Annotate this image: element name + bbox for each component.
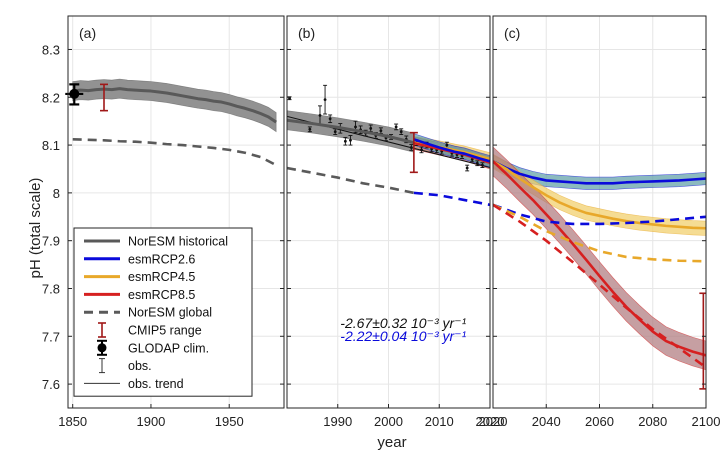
legend-label-1: esmRCP2.6 [128,252,195,266]
panel-b-obs-point-2 [318,114,322,117]
panel-c-rcp26-line [493,160,706,185]
panel-c-label: (c) [504,25,520,41]
legend-label-8: obs. trend [128,377,184,391]
ytick-label-0: 7.6 [42,377,60,392]
ytick-label-7: 8.3 [42,42,60,57]
ytick-label-3: 7.9 [42,234,60,249]
panel-a-glodap-marker [69,88,80,99]
panel-a-xtick-label-2: 1950 [215,414,244,429]
panel-b-rcp26_global-line [413,191,490,207]
panel-c-xtick-label-2: 2060 [585,414,614,429]
legend-label-0: NorESM historical [128,235,228,249]
ytick-label-1: 7.7 [42,329,60,344]
panel-b-data [287,84,490,207]
panel-c-xtick-label-3: 2080 [638,414,667,429]
panel-b-obs-point-12 [369,126,373,130]
panel-b-obs-point-1 [308,127,312,131]
panel-a-historical-band [72,78,277,133]
y-axis-label: pH (total scale) [27,178,44,279]
panel-a-xtick-label-0: 1850 [58,414,87,429]
panel-b-global-line [287,166,415,195]
panel-b-obs-point-27 [445,143,449,147]
panel-c-xtick-label-4: 2100 [692,414,721,429]
panel-b-historical-line [287,118,415,145]
legend-label-6: GLODAP clim. [128,341,209,355]
panel-b-trend-annotation-1: -2.22±0.04 10⁻³ yr⁻¹ [340,328,466,344]
ytick-label-6: 8.2 [42,90,60,105]
panel-c-rcp45_global-line [493,203,706,263]
panel-b-xtick-label-1: 2000 [374,414,403,429]
panel-a-frame [67,15,285,409]
panel-b-xtick-label-2: 2010 [425,414,454,429]
panel-c-data [493,146,706,390]
panel-b-obs-point-9 [354,125,357,129]
panel-b-obs-point-14 [379,129,383,133]
panel-a-data [72,78,278,167]
panel-c-xtick-label-1: 2040 [532,414,561,429]
panel-b-label: (b) [298,25,315,41]
panel-b-obs-point-7 [343,139,347,143]
panel-b-rcp26-line [413,138,490,163]
ytick-label-5: 8.1 [42,138,60,153]
panel-a-label: (a) [79,25,96,41]
panel-b-obs-point-22 [420,148,423,152]
panel-b-obs-point-3 [323,98,327,102]
panel-b-obs-point-17 [394,125,398,129]
panel-a-global-line [72,138,277,167]
ytick-label-2: 7.8 [42,281,60,296]
legend-label-5: CMIP5 range [128,324,202,338]
panel-b-obs-point-31 [465,166,469,170]
panel-c-rcp45-line [493,160,706,230]
panel-c-rcp26_global-line [493,203,706,226]
panel-c-xtick-label-0: 2020 [479,414,508,429]
legend-swatch-dot-6 [97,343,107,353]
ytick-label-4: 8 [53,186,60,201]
x-axis-label: year [377,434,406,451]
legend-label-2: esmRCP4.5 [128,270,195,284]
panel-b-obs-point-5 [333,130,337,134]
legend-label-4: NorESM global [128,306,212,320]
panel-b-xtick-label-0: 1990 [323,414,352,429]
panel-b-obs-point-18 [399,130,403,134]
panel-b-obs-point-34 [480,163,484,167]
panel-b-obs-point-32 [470,158,474,161]
panel-b-obs-point-33 [475,161,479,165]
panel-b-trend-annotation-0: -2.67±0.32 10⁻³ yr⁻¹ [340,315,466,331]
panel-a-historical-line [72,87,278,124]
panel-a-xtick-label-1: 1900 [136,414,165,429]
legend-label-3: esmRCP8.5 [128,288,195,302]
panel-b-obs-point-8 [349,138,352,142]
legend-label-7: obs. [128,359,152,373]
panel-b-obs-point-4 [328,117,332,121]
panel-b-historical-band [287,110,415,153]
panel-b-xtick-label-3: 2020 [476,414,505,429]
panel-b-obs-point-20 [409,146,413,149]
